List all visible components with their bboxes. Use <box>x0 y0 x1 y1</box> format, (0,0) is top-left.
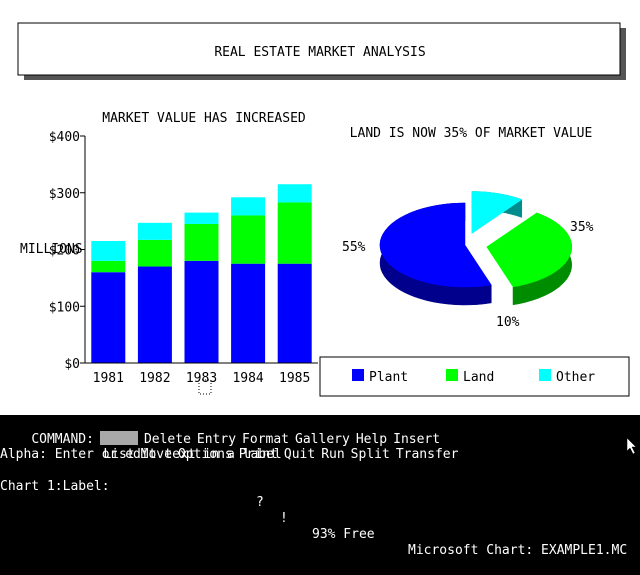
pie-label-plant[interactable]: 55% <box>342 240 366 255</box>
legend[interactable]: Plant Land Other <box>319 356 630 397</box>
menu-help[interactable]: Help <box>355 432 388 447</box>
status-alert-indicator: ! <box>280 511 288 526</box>
prompt-line: Alpha: Enter or edit text in a label <box>0 447 282 462</box>
menu-entry[interactable]: Entry <box>196 432 237 447</box>
status-app-file: Microsoft Chart: EXAMPLE1.MC <box>408 543 628 558</box>
legend-label-other[interactable]: Other <box>556 370 595 385</box>
y-tick-label: $400 <box>49 130 80 145</box>
bar-segment-plant <box>231 263 266 363</box>
command-label: COMMAND: <box>31 432 94 447</box>
menu-row-1: COMMAND: Delete Entry Format Gallery Help Inse… <box>0 415 446 447</box>
chart-area[interactable]: REAL ESTATE MARKET ANALYSIS MARKET VALUE… <box>0 0 640 415</box>
x-tick-label: 1983 <box>186 371 217 386</box>
bar-segment-plant <box>184 260 219 363</box>
mouse-pointer-icon <box>627 438 637 454</box>
bar-segment-plant <box>277 263 312 363</box>
menu-delete[interactable]: Delete <box>143 432 191 447</box>
chart-title[interactable]: REAL ESTATE MARKET ANALYSIS <box>214 45 425 60</box>
y-tick-label: $0 <box>64 357 80 372</box>
menu-format[interactable]: Format <box>242 432 290 447</box>
pie-label-other[interactable]: 10% <box>496 315 520 330</box>
pie-slice-other <box>471 191 523 234</box>
bar-segment-land <box>277 202 312 264</box>
bar-chart-title[interactable]: MARKET VALUE HAS INCREASED <box>102 111 306 126</box>
bar-segment-other <box>231 197 266 216</box>
pie-label-land[interactable]: 35% <box>570 220 594 235</box>
y-tick-label: $200 <box>49 244 80 259</box>
menu-row-2: List Move Options Print Quit Run Split Transfer <box>72 431 464 462</box>
bar-segment-plant <box>137 266 172 363</box>
pie-slice-plant <box>379 202 492 306</box>
x-tick-label: 1985 <box>279 371 310 386</box>
text-cursor-marker <box>198 379 212 395</box>
bar-segment-other <box>137 222 172 240</box>
bar-chart[interactable]: MARKET VALUE HAS INCREASED MILLIONS $0 $1… <box>20 111 318 395</box>
pie-chart[interactable]: LAND IS NOW 35% OF MARKET VALUE 55% 35% … <box>342 126 594 330</box>
menu-gallery[interactable]: Gallery <box>295 432 350 447</box>
y-tick-label: $300 <box>49 187 80 202</box>
menu-run[interactable]: Run <box>321 447 345 462</box>
x-tick-labels: 1981 1982 1983 1984 1985 <box>93 371 311 386</box>
legend-swatch-other <box>539 369 551 381</box>
menu-insert[interactable]: Insert <box>393 432 441 447</box>
menu-options[interactable]: Options <box>177 447 233 462</box>
status-memory-free: 93% Free <box>312 527 375 542</box>
x-tick-label: 1984 <box>232 371 263 386</box>
chart-canvas: REAL ESTATE MARKET ANALYSIS MARKET VALUE… <box>17 22 630 397</box>
pie-chart-title[interactable]: LAND IS NOW 35% OF MARKET VALUE <box>350 126 593 141</box>
legend-label-land[interactable]: Land <box>463 370 494 385</box>
command-menu: COMMAND: Delete Entry Format Gallery Help Inse… <box>0 415 640 558</box>
menu-list[interactable]: List <box>103 447 135 462</box>
x-tick-label: 1982 <box>139 371 170 386</box>
legend-label-plant[interactable]: Plant <box>369 370 408 385</box>
bar-segment-other <box>91 240 126 261</box>
bar-segment-other <box>277 184 312 203</box>
bars <box>91 184 312 363</box>
menu-print[interactable]: Print <box>238 447 278 462</box>
status-help-indicator: ? <box>256 495 264 510</box>
menu-split[interactable]: Split <box>350 447 390 462</box>
pie-slice-land <box>486 212 572 306</box>
y-tick-label: $100 <box>49 300 80 315</box>
menu-move[interactable]: Move <box>140 447 172 462</box>
legend-swatch-land <box>446 369 458 381</box>
bar-segment-land <box>137 239 172 267</box>
bar-segment-land <box>184 223 219 261</box>
y-tick-labels: $0 $100 $200 $300 $400 <box>49 130 85 372</box>
menu-transfer[interactable]: Transfer <box>395 447 459 462</box>
x-tick-label: 1981 <box>93 371 124 386</box>
bar-segment-land <box>231 215 266 264</box>
title-box <box>17 22 621 76</box>
y-axis-label[interactable]: MILLIONS <box>20 242 83 257</box>
bar-segment-other <box>184 212 219 224</box>
legend-swatch-plant <box>352 369 364 381</box>
command-cursor[interactable] <box>99 431 138 445</box>
menu-quit[interactable]: Quit <box>283 447 316 462</box>
pie-slices <box>379 191 572 306</box>
bar-segment-plant <box>91 272 126 363</box>
legend-box <box>319 356 630 397</box>
status-location: Chart 1:Label: <box>0 479 110 494</box>
status-line: Chart 1:Label: ? ! 93% Free Microsoft Ch… <box>0 463 640 558</box>
bar-segment-land <box>91 260 126 273</box>
